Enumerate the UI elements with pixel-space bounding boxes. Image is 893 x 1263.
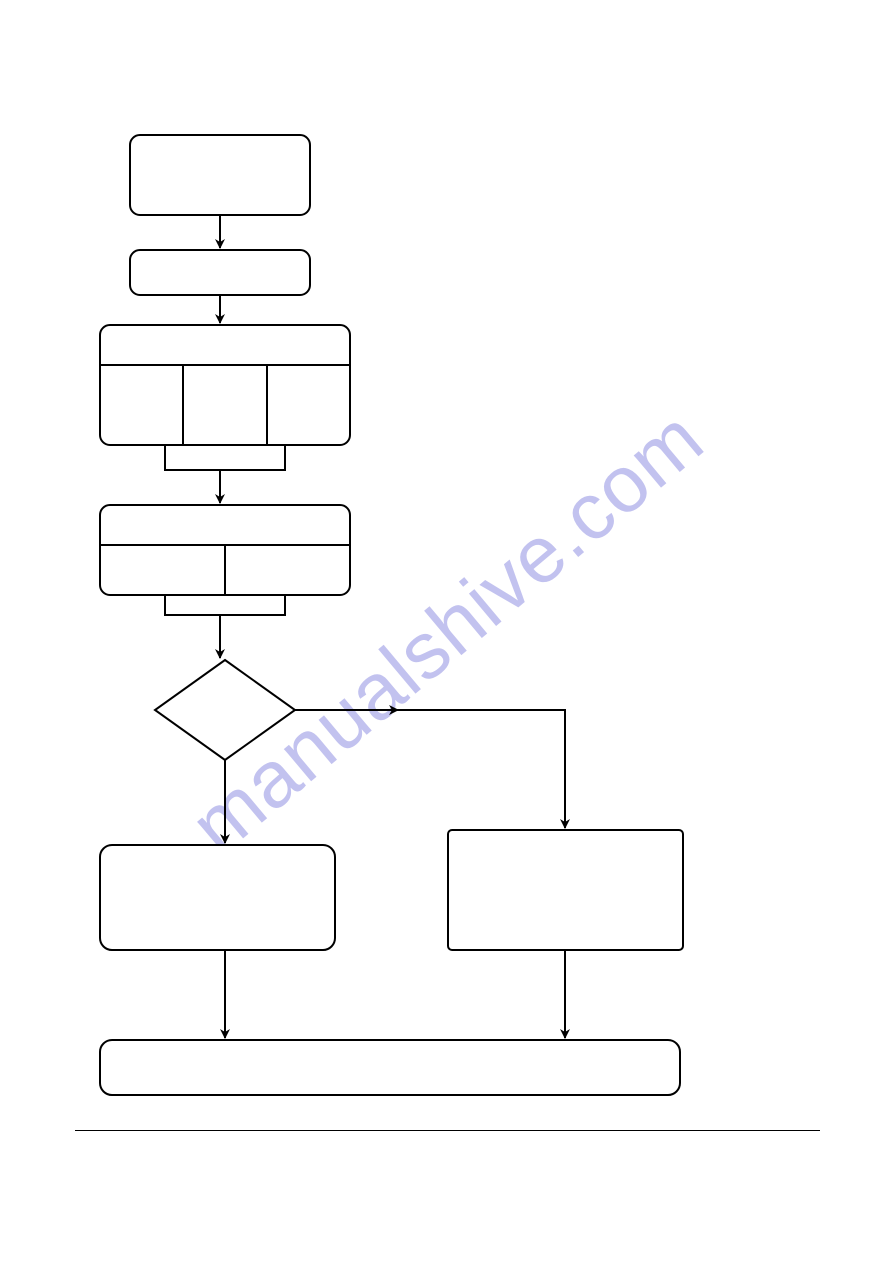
node-n2 (130, 250, 310, 295)
node-n5 (100, 845, 335, 950)
node-n3-top (100, 325, 350, 445)
node-n3-tab (165, 445, 285, 470)
edge-d1-n6-seg2 (398, 710, 565, 828)
node-n4-tab (165, 595, 285, 615)
node-n7 (100, 1040, 680, 1095)
node-n1 (130, 135, 310, 215)
node-d1 (155, 660, 295, 760)
flowchart-svg (0, 0, 893, 1263)
node-n6 (448, 830, 683, 950)
